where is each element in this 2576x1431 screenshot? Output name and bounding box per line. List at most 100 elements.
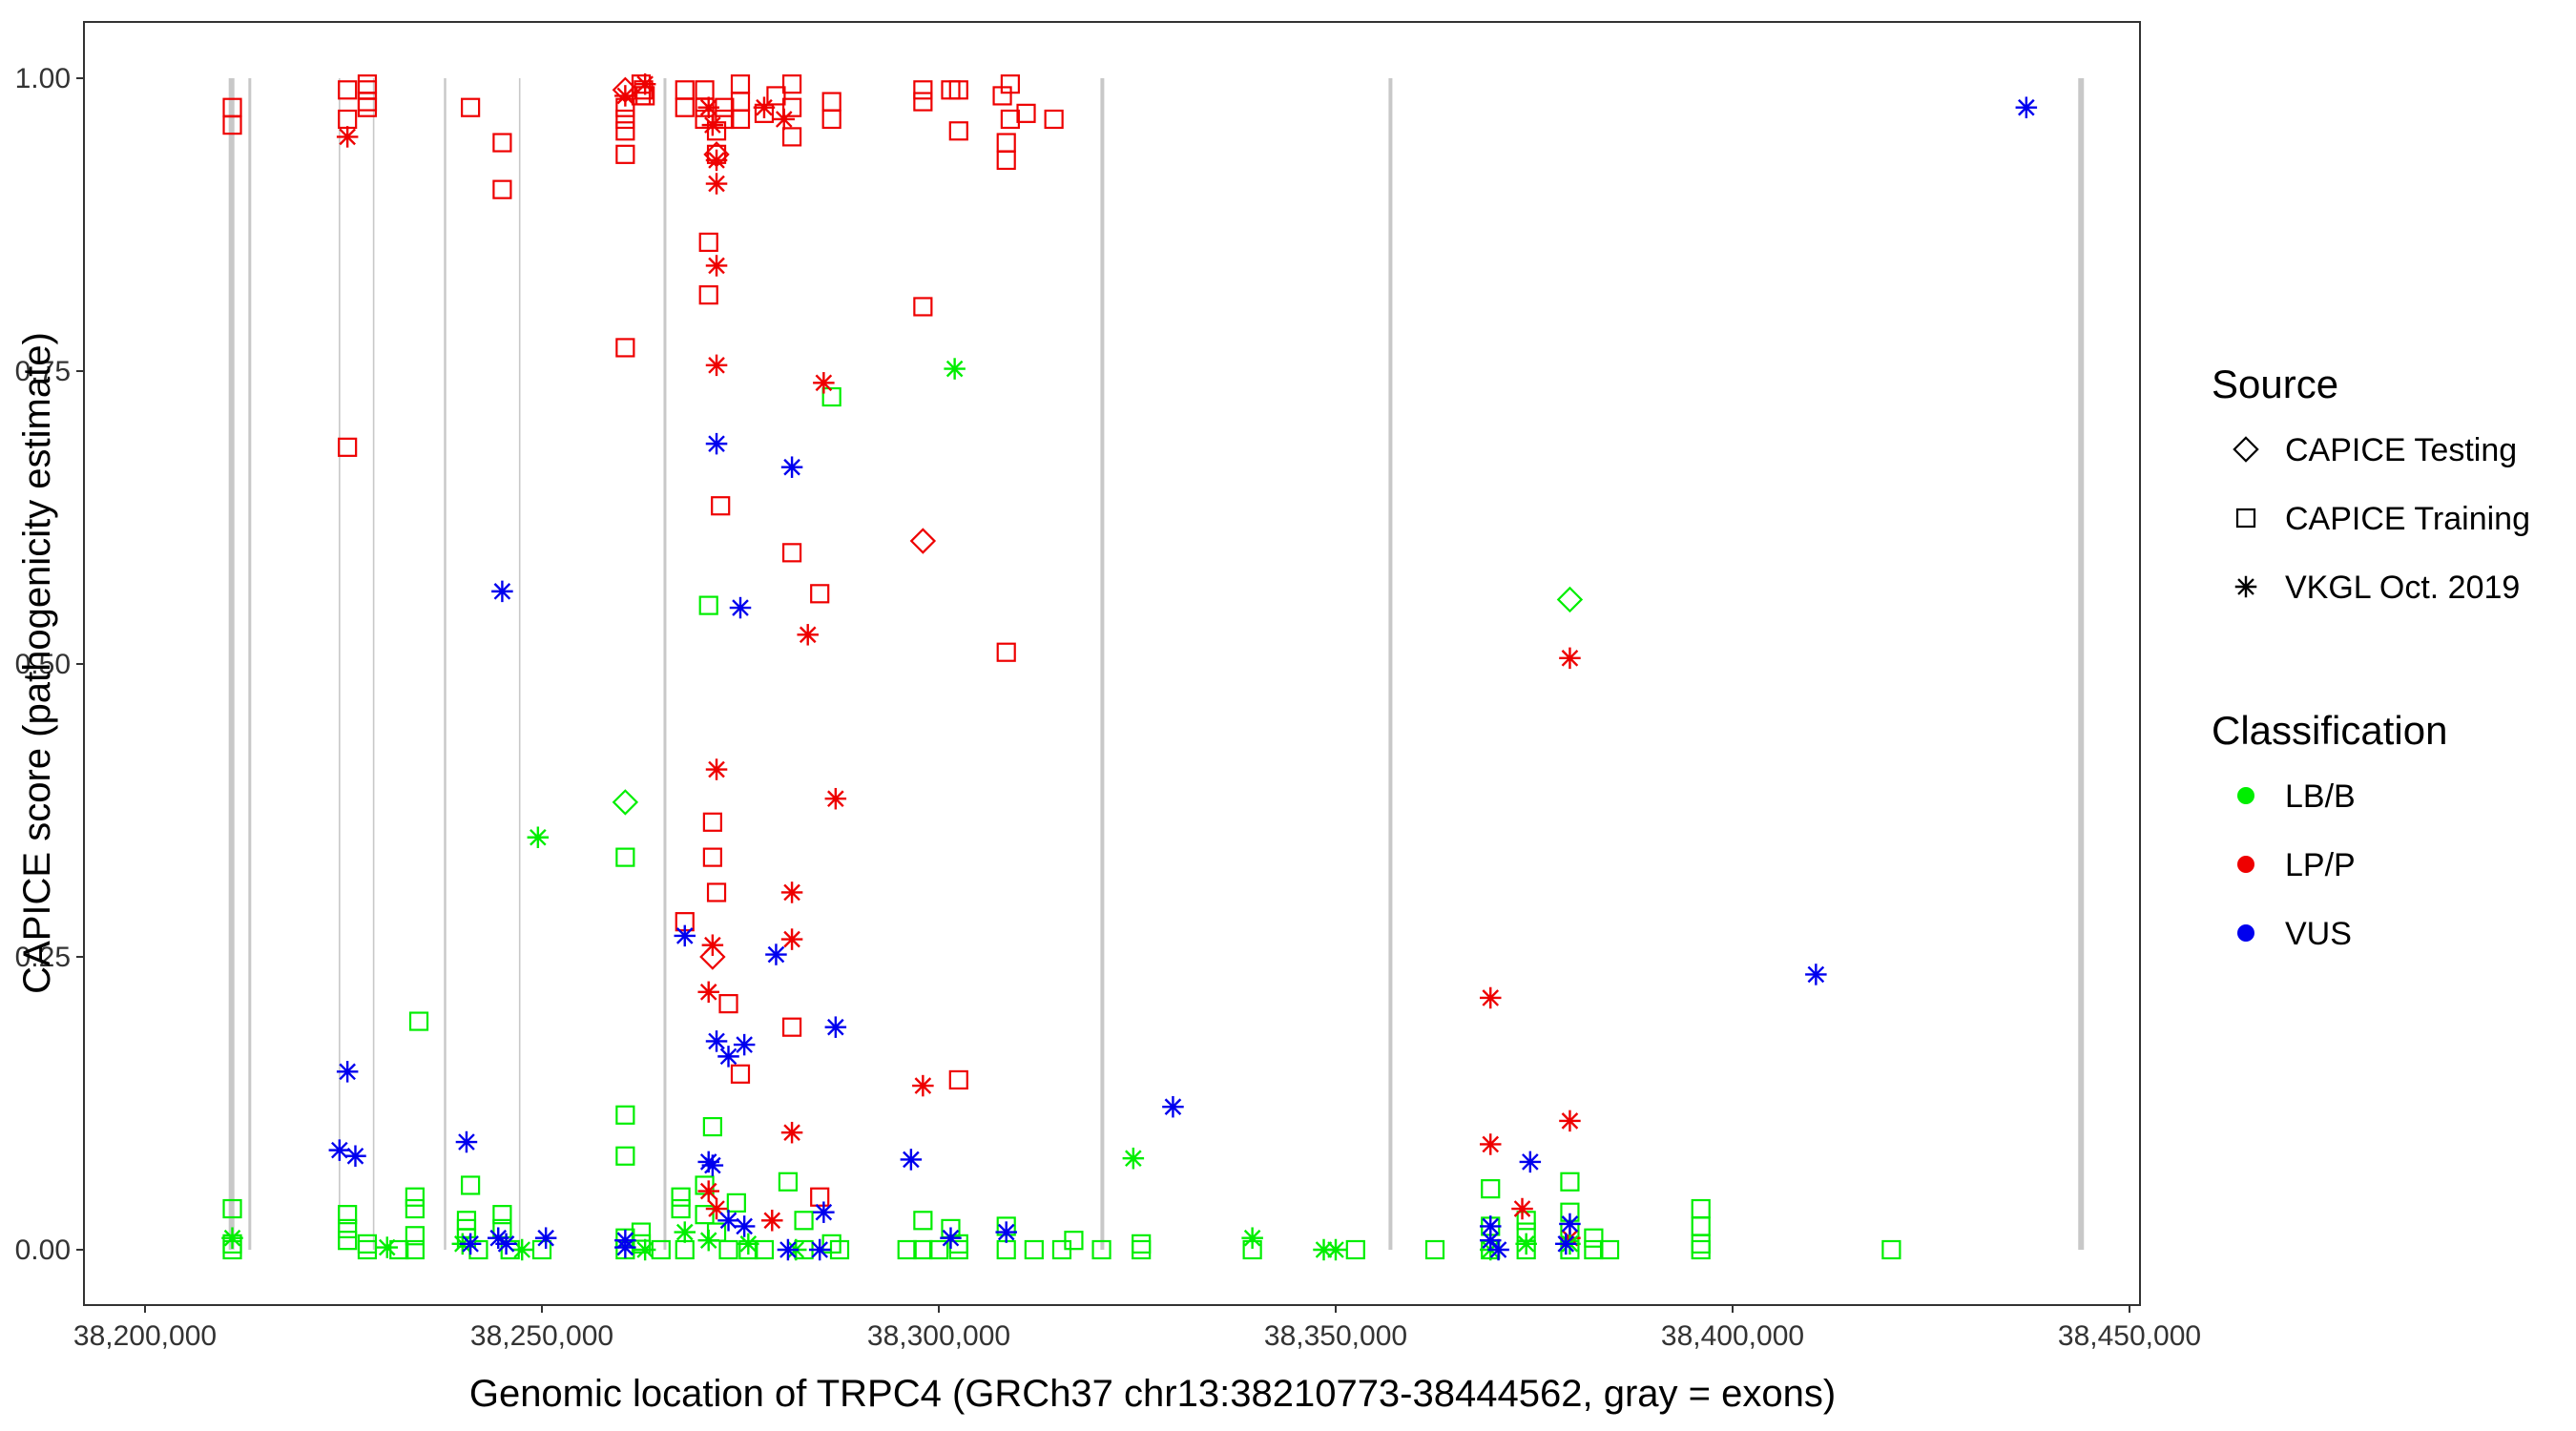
data-point (671, 1198, 691, 1219)
legend-class-key (2237, 924, 2254, 942)
data-point (1559, 647, 1581, 670)
legend-source-key (2233, 436, 2259, 463)
data-point (614, 85, 636, 107)
data-point (1324, 1238, 1347, 1261)
data-point (695, 1205, 715, 1225)
data-point (808, 1238, 831, 1261)
data-point (765, 944, 787, 965)
data-point (338, 437, 358, 457)
data-point (995, 1221, 1017, 1243)
data-point (810, 584, 830, 604)
data-point (780, 928, 803, 950)
data-point (1559, 1110, 1581, 1132)
data-point (697, 1229, 719, 1252)
data-point (777, 1238, 800, 1261)
data-point (778, 1172, 799, 1192)
y-tick-label: 1.00 (15, 63, 71, 94)
data-point (697, 1180, 719, 1202)
data-point (753, 96, 776, 118)
data-point (913, 297, 933, 317)
data-point (408, 1011, 429, 1031)
y-tick-label: 0.00 (15, 1234, 71, 1266)
data-point (495, 1233, 517, 1255)
data-point (1584, 1228, 1604, 1248)
data-point (794, 1211, 814, 1231)
data-point (461, 97, 481, 117)
data-point (615, 1105, 635, 1125)
data-point (222, 115, 242, 135)
data-point (222, 1198, 242, 1219)
x-tick-label: 38,200,000 (73, 1320, 217, 1352)
data-point (1479, 986, 1502, 1009)
data-point (1479, 1133, 1502, 1155)
data-point (705, 354, 728, 377)
data-point (730, 1064, 751, 1084)
data-point (1599, 1239, 1620, 1260)
data-point (1024, 1239, 1044, 1260)
data-point (405, 1198, 425, 1219)
data-point (948, 121, 968, 141)
data-point (715, 109, 735, 130)
data-point (527, 826, 550, 848)
data-point (614, 1236, 636, 1258)
data-point (698, 595, 718, 615)
data-point (699, 944, 726, 970)
data-point (897, 1239, 917, 1260)
data-point (1091, 1239, 1111, 1260)
x-axis-title: Genomic location of TRPC4 (GRCh37 chr13:… (469, 1373, 1836, 1415)
legend-source: Source CAPICE Testing CAPICE Training VKGL… (2212, 362, 2530, 606)
data-point (461, 1175, 481, 1195)
data-point (615, 1146, 635, 1166)
data-point (705, 1030, 728, 1052)
data-point (944, 358, 966, 380)
data-point (698, 285, 718, 305)
data-point (510, 1238, 533, 1261)
data-point (2015, 96, 2038, 118)
data-point (1000, 74, 1020, 94)
data-point (718, 1239, 738, 1260)
data-point (912, 1074, 934, 1097)
data-point (900, 1149, 923, 1171)
data-point (675, 97, 695, 117)
y-tick-label: 0.50 (15, 649, 71, 680)
data-point (338, 80, 358, 100)
data-point (810, 1187, 830, 1207)
data-point (711, 496, 731, 516)
data-point (1511, 1197, 1533, 1220)
data-point (328, 1139, 351, 1161)
data-point (1556, 586, 1584, 613)
data-point (717, 1210, 739, 1232)
data-point (781, 74, 802, 94)
data-point (631, 1222, 652, 1242)
data-points (221, 73, 2038, 1261)
legend-source-label: CAPICE Testing (2285, 432, 2517, 468)
data-point (615, 338, 635, 358)
data-point (726, 1192, 746, 1213)
data-point (813, 1201, 835, 1223)
data-point (338, 1205, 358, 1225)
data-point (698, 232, 718, 253)
data-point (948, 1239, 968, 1260)
data-point (634, 1238, 656, 1261)
data-point (706, 882, 727, 902)
data-point (1481, 1179, 1501, 1199)
plot-panel (83, 21, 2141, 1306)
data-point (357, 1239, 378, 1260)
data-point (697, 981, 719, 1004)
data-point (357, 74, 378, 94)
y-tick-label: 0.75 (15, 356, 71, 387)
data-point (459, 1233, 482, 1255)
x-tick-label: 38,300,000 (867, 1320, 1010, 1352)
data-point (766, 86, 786, 106)
legend-class-key (2237, 856, 2254, 873)
data-point (733, 1033, 756, 1056)
data-point (357, 97, 378, 117)
data-point (702, 1116, 722, 1137)
legend-class-label: LP/P (2285, 847, 2356, 883)
data-point (1559, 1213, 1581, 1235)
data-point (634, 73, 656, 95)
data-point (1881, 1239, 1901, 1260)
data-point (336, 126, 359, 148)
x-tick-label: 38,350,000 (1264, 1320, 1407, 1352)
data-point (1064, 1231, 1084, 1251)
